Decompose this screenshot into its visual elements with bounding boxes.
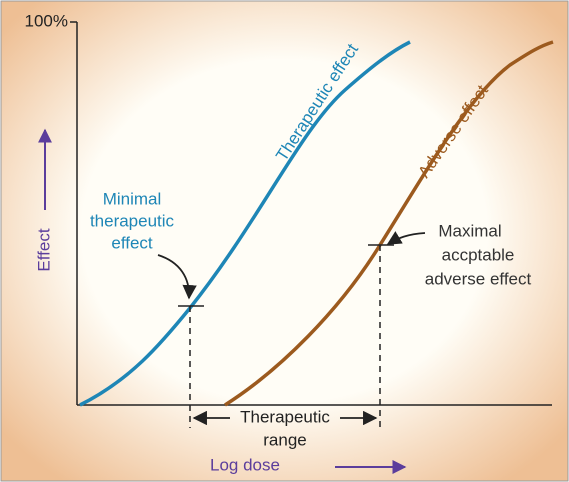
- annotation: Maximal: [438, 221, 501, 240]
- arrow: [157, 254, 197, 300]
- therapeutic-curve: [79, 40, 411, 407]
- annotation: adverse effect: [425, 269, 532, 288]
- annotation: therapeutic: [90, 211, 175, 230]
- annotation: accptable: [442, 245, 515, 264]
- adverse-curve: [224, 40, 554, 407]
- arrow: [386, 231, 426, 245]
- x-axis-label: Log dose: [210, 455, 280, 474]
- range-label: Therapeutic: [240, 407, 330, 426]
- y-axis-label: Effect: [34, 228, 53, 271]
- annotation: Minimal: [103, 189, 162, 208]
- range-label: range: [263, 430, 306, 449]
- annotation: effect: [111, 233, 153, 252]
- top-label: 100%: [25, 11, 68, 30]
